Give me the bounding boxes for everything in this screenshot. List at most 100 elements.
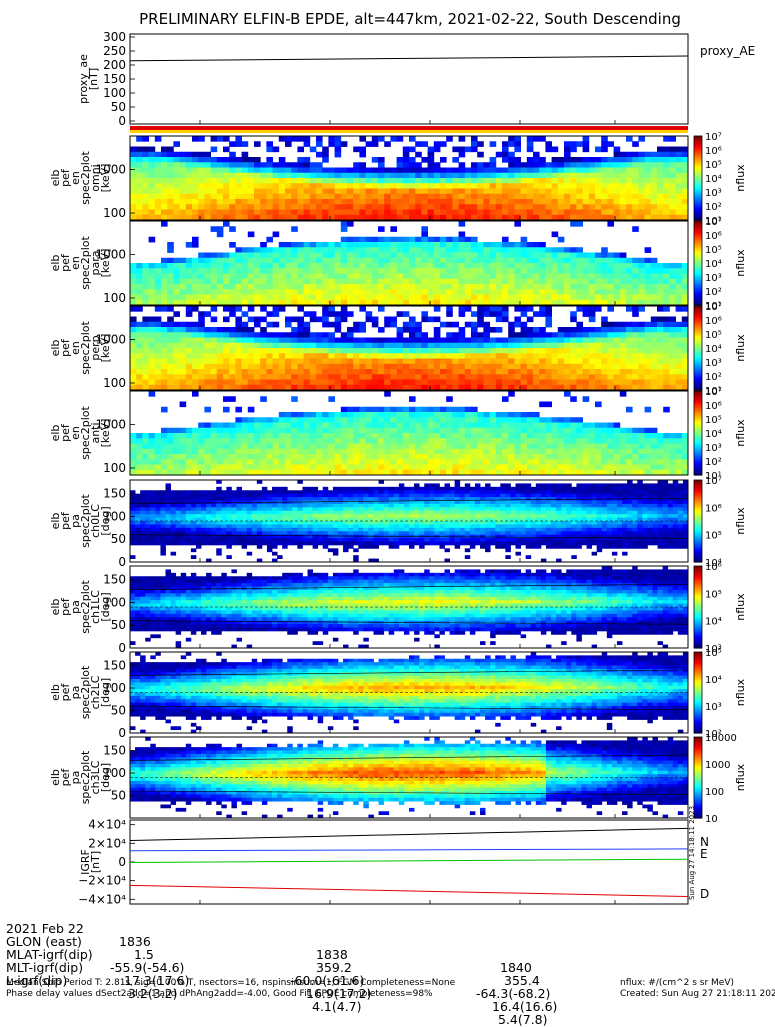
- spectrogram-cell: [161, 279, 168, 285]
- spectrogram-cell: [638, 433, 645, 439]
- spectrogram-cell: [291, 204, 298, 210]
- spectrogram-cell: [359, 417, 366, 423]
- spectrogram-cell: [533, 253, 540, 259]
- spectrogram-cell: [155, 204, 162, 210]
- spectrogram-cell: [428, 204, 435, 210]
- spectrogram-cell: [390, 364, 397, 370]
- spectrogram-cell: [173, 338, 180, 344]
- spectrogram-cell: [638, 369, 645, 375]
- spectrogram-cell: [459, 449, 466, 455]
- spectrogram-cell: [471, 194, 478, 200]
- spectrogram-cell: [142, 449, 149, 455]
- spectrogram-cell: [366, 194, 373, 200]
- spectrogram-cell: [297, 157, 304, 163]
- spectrogram-cell: [583, 194, 590, 200]
- spectrogram-cell: [459, 359, 466, 365]
- spectrogram-cell: [570, 157, 577, 163]
- spectrogram-cell: [384, 428, 391, 434]
- spectrogram-cell: [328, 438, 335, 444]
- spectrogram-cell: [347, 173, 354, 179]
- spectrogram-cell: [229, 289, 236, 295]
- spectrogram-cell: [353, 242, 360, 248]
- spectrogram-cell: [471, 136, 478, 142]
- spectrogram-cell: [266, 178, 273, 184]
- spectrogram-cell: [304, 274, 311, 280]
- spectrogram-cell: [390, 168, 397, 174]
- spectrogram-cell: [310, 242, 317, 248]
- spectrogram-cell: [347, 348, 354, 354]
- spectrogram-cell: [223, 221, 230, 227]
- spectrogram-cell: [428, 279, 435, 285]
- pitch-angle-cell: [166, 490, 171, 494]
- spectrogram-cell: [483, 322, 490, 328]
- spectrogram-cell: [384, 364, 391, 370]
- spectrogram-cell: [558, 428, 565, 434]
- spectrogram-cell: [266, 253, 273, 259]
- spectrogram-cell: [198, 343, 205, 349]
- spectrogram-cell: [260, 183, 267, 189]
- spectrogram-cell: [607, 162, 614, 168]
- pitch-angle-cell: [140, 514, 145, 518]
- spectrogram-cell: [378, 289, 385, 295]
- spectrogram-cell: [273, 374, 280, 380]
- spectrogram-cell: [614, 274, 621, 280]
- spectrogram-cell: [490, 183, 497, 189]
- spectrogram-cell: [583, 327, 590, 333]
- spectrogram-cell: [242, 168, 249, 174]
- spectrogram-cell: [285, 417, 292, 423]
- spectrogram-cell: [564, 210, 571, 216]
- spectrogram-cell: [335, 178, 342, 184]
- spectrogram-cell: [545, 141, 552, 147]
- spectrogram-cell: [378, 183, 385, 189]
- spectrogram-cell: [366, 204, 373, 210]
- spectrogram-cell: [676, 162, 683, 168]
- spectrogram-cell: [459, 168, 466, 174]
- spectrogram-cell: [192, 438, 199, 444]
- spectrogram-cell: [180, 374, 187, 380]
- spectrogram-cell: [155, 189, 162, 195]
- spectrogram-cell: [353, 237, 360, 243]
- spectrogram-cell: [173, 141, 180, 147]
- spectrogram-cell: [558, 423, 565, 429]
- spectrogram-cell: [428, 317, 435, 323]
- colorbar-tick-label: 10³: [705, 188, 722, 199]
- spectrogram-cell: [136, 284, 143, 290]
- spectrogram-cell: [235, 380, 242, 386]
- spectrogram-cell: [242, 454, 249, 460]
- spectrogram-cell: [645, 279, 652, 285]
- spectrogram-cell: [521, 364, 528, 370]
- spectrogram-cell: [347, 417, 354, 423]
- spectrogram-cell: [545, 147, 552, 153]
- spectrogram-cell: [657, 359, 664, 365]
- spectrogram-cell: [465, 438, 472, 444]
- spectrogram-cell: [428, 157, 435, 163]
- spectrogram-cell: [421, 194, 428, 200]
- spectrogram-cell: [347, 459, 354, 465]
- spectrogram-cell: [235, 295, 242, 301]
- spectrogram-cell: [328, 189, 335, 195]
- spectrogram-cell: [297, 353, 304, 359]
- spectrogram-cell: [558, 348, 565, 354]
- spectrogram-cell: [434, 459, 441, 465]
- spectrogram-cell: [397, 247, 404, 253]
- spectrogram-cell: [167, 210, 174, 216]
- spectrogram-cell: [459, 147, 466, 153]
- spectrogram-cell: [614, 380, 621, 386]
- spectrogram-cell: [266, 258, 273, 264]
- spectrogram-cell: [657, 338, 664, 344]
- spectrogram-cell: [235, 369, 242, 375]
- spectrogram-cell: [347, 194, 354, 200]
- spectrogram-cell: [620, 332, 627, 338]
- pitch-angle-cell: [135, 538, 140, 542]
- spectrogram-cell: [359, 359, 366, 365]
- spectrogram-cell: [496, 168, 503, 174]
- spectrogram-cell: [645, 327, 652, 333]
- spectrogram-cell: [149, 178, 156, 184]
- spectrogram-cell: [211, 364, 218, 370]
- spectrogram-cell: [273, 289, 280, 295]
- spectrogram-cell: [595, 194, 602, 200]
- spectrogram-cell: [310, 348, 317, 354]
- spectrogram-cell: [266, 173, 273, 179]
- spectrogram-cell: [335, 380, 342, 386]
- spectrogram-cell: [347, 253, 354, 259]
